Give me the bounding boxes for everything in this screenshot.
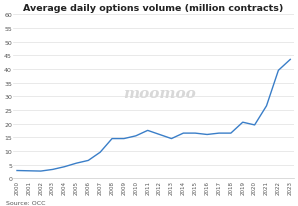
Text: Source: OCC: Source: OCC [6,200,46,205]
Title: Average daily options volume (million contracts): Average daily options volume (million co… [24,4,284,13]
Text: moomoo: moomoo [123,87,195,101]
